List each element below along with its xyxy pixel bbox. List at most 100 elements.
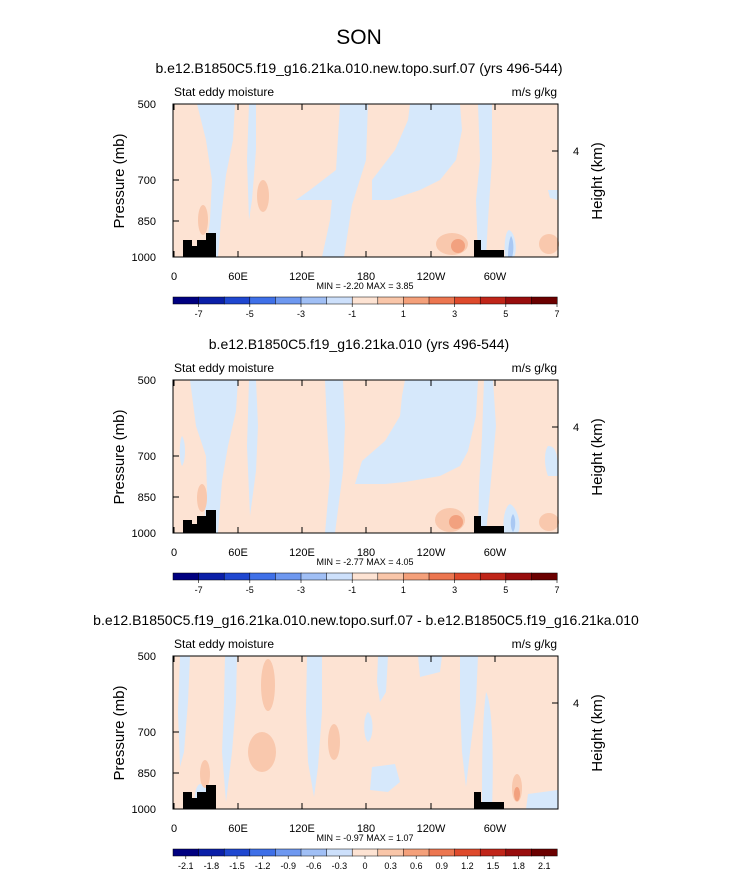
colorbar-label: 2.1 bbox=[538, 861, 551, 871]
colorbar-label: 1 bbox=[401, 309, 406, 319]
y-right-tick-label: 4 bbox=[573, 422, 579, 434]
positive-region bbox=[449, 515, 463, 529]
colorbar-swatch bbox=[198, 848, 225, 857]
negative-region bbox=[247, 380, 258, 516]
colorbar-swatch bbox=[479, 848, 507, 857]
panel-3-ticks bbox=[173, 655, 558, 810]
y-tick-label: 850 bbox=[138, 216, 156, 228]
positive-region bbox=[261, 659, 275, 711]
colorbar-swatch bbox=[300, 296, 328, 305]
negative-region bbox=[178, 656, 190, 767]
negative-region bbox=[364, 712, 373, 742]
x-tick-label: 60E bbox=[228, 547, 248, 559]
colorbar-swatch bbox=[351, 848, 379, 857]
panel-3-left-label: Stat eddy moisture bbox=[174, 637, 274, 651]
colorbar-swatch bbox=[249, 572, 276, 581]
x-tick-label: 60E bbox=[228, 823, 248, 835]
y-tick-label: 850 bbox=[138, 492, 156, 504]
colorbar-label: -7 bbox=[195, 585, 203, 595]
panel-3-title: b.e12.B1850C5.f19_g16.21ka.010.new.topo.… bbox=[93, 612, 639, 628]
y-right-tick-label: 4 bbox=[573, 146, 579, 158]
y-tick-label: 500 bbox=[138, 99, 156, 111]
x-tick-label: 120W bbox=[417, 547, 446, 559]
x-tick-label: 0 bbox=[171, 823, 177, 835]
colorbar-swatch bbox=[531, 572, 558, 581]
colorbar-swatch bbox=[172, 848, 200, 857]
y-axis-right-title: Height (km) bbox=[589, 418, 606, 496]
colorbar-label: -3 bbox=[297, 309, 305, 319]
panel-2-ticks bbox=[173, 379, 558, 534]
negative-region bbox=[197, 104, 235, 257]
negative-region bbox=[372, 104, 462, 200]
panel-2-title: b.e12.B1850C5.f19_g16.21ka.010 (yrs 496-… bbox=[209, 336, 509, 352]
negative-region bbox=[377, 656, 388, 702]
panel-1-right-label: m/s g/kg bbox=[512, 85, 557, 99]
colorbar-label: -3 bbox=[297, 585, 305, 595]
panel-3-right-label: m/s g/kg bbox=[512, 637, 557, 651]
colorbar-label: -1 bbox=[348, 309, 356, 319]
panel-1: b.e12.B1850C5.f19_g16.21ka.010.new.topo.… bbox=[111, 60, 606, 291]
colorbar-swatch bbox=[403, 848, 430, 857]
panel-1-left-label: Stat eddy moisture bbox=[174, 85, 274, 99]
positive-region bbox=[514, 787, 520, 801]
min-max-stats: MIN = -2.77 MAX = 4.05 bbox=[316, 557, 413, 567]
colorbar-swatch bbox=[275, 572, 302, 581]
colorbar-swatch bbox=[172, 572, 200, 581]
y-right-tick-label: 4 bbox=[573, 698, 579, 710]
colorbar-swatch bbox=[223, 572, 251, 581]
colorbar-swatch bbox=[300, 572, 328, 581]
y-tick-label: 500 bbox=[138, 375, 156, 387]
colorbar-swatch bbox=[275, 848, 302, 857]
panel-3: b.e12.B1850C5.f19_g16.21ka.010.new.topo.… bbox=[93, 612, 639, 843]
negative-region bbox=[545, 446, 558, 476]
x-tick-label: 120E bbox=[289, 271, 315, 283]
colorbar-label: 0 bbox=[362, 861, 367, 871]
negative-region bbox=[247, 104, 256, 220]
topography-mask bbox=[474, 792, 504, 809]
colorbar-label: -2.1 bbox=[178, 861, 194, 871]
colorbar-swatch bbox=[275, 296, 302, 305]
colorbar-label: 0.6 bbox=[410, 861, 423, 871]
y-tick-label: 700 bbox=[138, 727, 156, 739]
colorbar-swatch bbox=[479, 296, 507, 305]
colorbar-swatch bbox=[479, 572, 507, 581]
positive-region bbox=[451, 239, 465, 253]
colorbar-swatch bbox=[326, 296, 353, 305]
colorbar-swatch bbox=[377, 572, 404, 581]
colorbar-label: 7 bbox=[554, 309, 559, 319]
panel-3-plot-area bbox=[172, 655, 559, 810]
negative-region bbox=[460, 656, 478, 787]
colorbar-label: 3 bbox=[452, 585, 457, 595]
topography-mask bbox=[183, 785, 216, 809]
positive-region bbox=[198, 205, 208, 235]
y-tick-label: 700 bbox=[138, 451, 156, 463]
colorbar-swatch bbox=[249, 296, 276, 305]
y-tick-label: 1000 bbox=[132, 528, 156, 540]
x-tick-label: 180 bbox=[357, 823, 375, 835]
negative-region bbox=[179, 436, 185, 466]
panel-2: b.e12.B1850C5.f19_g16.21ka.010 (yrs 496-… bbox=[111, 336, 606, 567]
colorbar-label: 3 bbox=[452, 309, 457, 319]
negative-region bbox=[478, 380, 496, 533]
colorbar-label: 0.9 bbox=[436, 861, 449, 871]
negative-region bbox=[418, 656, 442, 677]
colorbar-label: -1 bbox=[348, 585, 356, 595]
colorbar-swatch bbox=[326, 848, 353, 857]
colorbar-swatch bbox=[351, 572, 379, 581]
negative-region bbox=[296, 104, 368, 257]
negative-region bbox=[190, 380, 238, 533]
panel-2-left-label: Stat eddy moisture bbox=[174, 361, 274, 375]
colorbar-swatch bbox=[454, 296, 481, 305]
colorbar-label: -0.9 bbox=[280, 861, 296, 871]
y-tick-label: 1000 bbox=[132, 804, 156, 816]
colorbar-swatch bbox=[505, 848, 532, 857]
positive-region bbox=[248, 732, 276, 772]
colorbar-swatch bbox=[454, 848, 481, 857]
colorbar-swatch bbox=[249, 848, 276, 857]
y-axis-title: Pressure (mb) bbox=[111, 685, 128, 780]
colorbar-swatch bbox=[454, 572, 481, 581]
colorbar-label: -5 bbox=[246, 585, 254, 595]
colorbar-swatch bbox=[531, 848, 558, 857]
colorbar-swatch bbox=[428, 848, 456, 857]
negative-region bbox=[325, 380, 345, 533]
